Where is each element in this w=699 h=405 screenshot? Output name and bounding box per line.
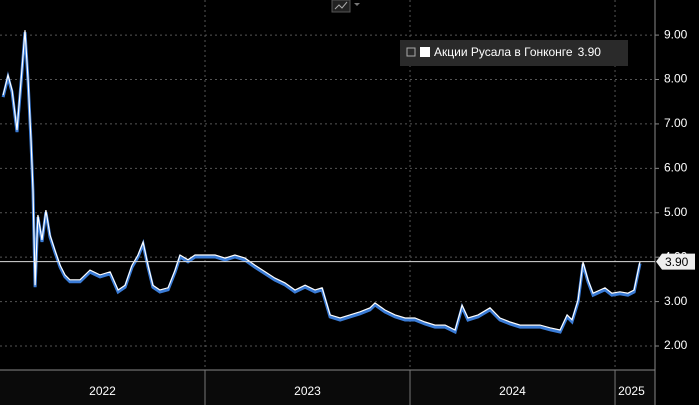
legend-toggle[interactable] bbox=[406, 47, 416, 57]
y-tick-label: 5.00 bbox=[664, 205, 688, 219]
x-tick-label: 2023 bbox=[294, 384, 321, 398]
y-tick-label: 6.00 bbox=[664, 161, 688, 175]
series-line bbox=[2, 30, 641, 331]
legend: Акции Русала в Гонконге 3.90 bbox=[400, 40, 628, 66]
x-tick-label: 2022 bbox=[89, 384, 116, 398]
legend-swatch bbox=[420, 47, 430, 57]
x-tick-label: 2024 bbox=[499, 384, 526, 398]
legend-box bbox=[400, 40, 628, 66]
y-tick-label: 2.00 bbox=[664, 338, 688, 352]
y-tick-label: 8.00 bbox=[664, 72, 688, 86]
y-tick-label: 3.00 bbox=[664, 294, 688, 308]
legend-label: Акции Русала в Гонконге bbox=[434, 45, 573, 59]
x-tick-label: 2025 bbox=[618, 384, 645, 398]
y-tick-label: 9.00 bbox=[664, 27, 688, 41]
series-shade bbox=[1, 32, 642, 335]
last-value-badge bbox=[656, 253, 695, 270]
y-tick-label: 7.00 bbox=[664, 116, 688, 130]
toolbar-icon[interactable] bbox=[331, 0, 360, 13]
last-value-label: 3.90 bbox=[665, 255, 689, 269]
legend-value: 3.90 bbox=[578, 45, 602, 59]
x-axis-strip bbox=[0, 370, 655, 405]
